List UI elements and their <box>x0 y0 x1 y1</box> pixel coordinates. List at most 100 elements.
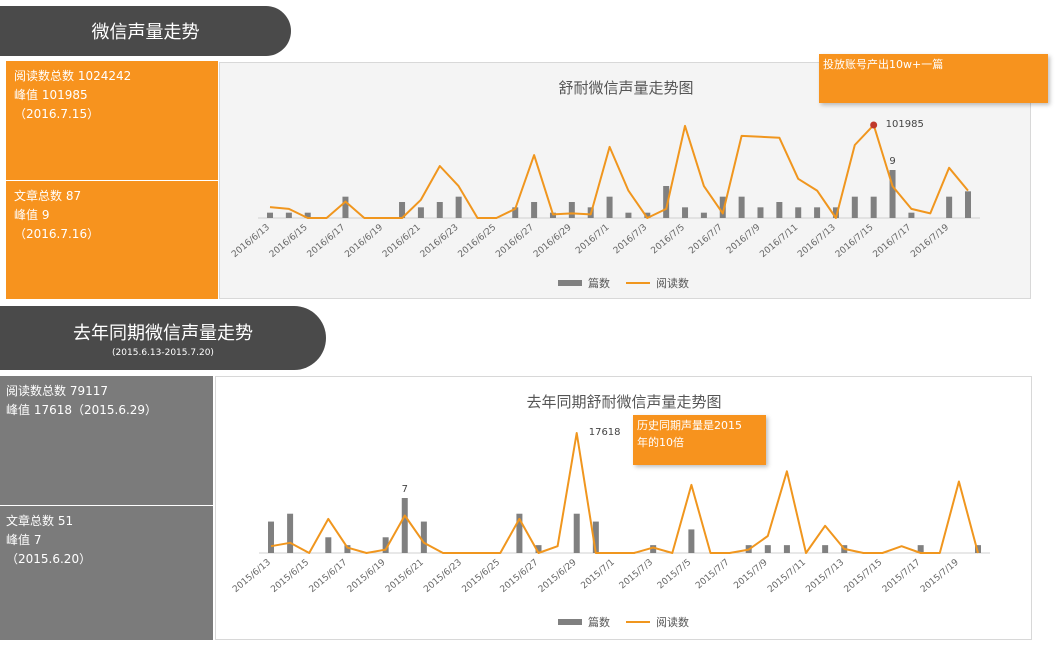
bar-2016/7/20 <box>965 191 971 218</box>
bar-2015/7/10 <box>783 545 790 553</box>
bar-2015/7/17 <box>917 545 924 553</box>
bar-2016/6/13 <box>267 212 273 218</box>
bar-2015/6/30 <box>592 521 599 553</box>
bar-2016/6/29 <box>568 202 575 218</box>
bar-2015/7/9 <box>764 545 771 553</box>
legend-line-label: 阅读数 <box>656 615 689 629</box>
tick-label-2016/6/23: 2016/6/23 <box>419 223 461 260</box>
tick-label-2016/7/17: 2016/7/17 <box>872 223 914 260</box>
data-label-9: 9 <box>889 156 895 167</box>
peak-marker <box>870 121 878 129</box>
tick-label-2015/7/19: 2015/7/19 <box>919 557 961 594</box>
read-peak-2015: 峰值 17618（2015.6.29） <box>6 403 158 417</box>
bar-2016/7/7 <box>719 196 726 218</box>
bar-2016/7/10 <box>776 202 783 218</box>
bar-2016/7/17 <box>908 212 915 218</box>
section2-read-stats: 阅读数总数 79117 峰值 17618（2015.6.29） <box>0 376 213 505</box>
chart2-svg: 去年同期舒耐微信声量走势图 2015/6/132015/6/152015/6/17… <box>231 393 990 629</box>
tick-label-2015/7/13: 2015/7/13 <box>804 558 846 595</box>
legend-bar-swatch <box>558 619 582 625</box>
bar-2015/7/3 <box>650 545 657 553</box>
section2-subtitle: (2015.6.13-2015.7.20) <box>112 347 214 358</box>
tick-label-2016/6/17: 2016/6/17 <box>306 223 348 260</box>
tick-label-2015/7/7: 2015/7/7 <box>694 558 731 592</box>
tick-label-2016/6/15: 2016/6/15 <box>268 223 310 260</box>
data-label-7: 7 <box>402 484 408 495</box>
tick-label-2016/7/11: 2016/7/11 <box>758 223 800 260</box>
bar-2015/6/20 <box>401 498 408 553</box>
bar-2015/6/29 <box>573 513 580 553</box>
tick-label-2016/7/5: 2016/7/5 <box>650 223 687 257</box>
bar-2015/7/20 <box>975 545 981 553</box>
tick-label-2016/6/29: 2016/6/29 <box>532 222 574 259</box>
bar-2016/6/27 <box>531 202 538 218</box>
tick-label-2015/6/29: 2015/6/29 <box>537 557 579 594</box>
bar-2016/7/14 <box>851 196 858 218</box>
tick-label-2015/6/27: 2015/6/27 <box>499 558 541 595</box>
bar-2016/7/8 <box>738 196 745 218</box>
legend-line-label: 阅读数 <box>656 276 689 290</box>
line-series-reads <box>270 432 979 554</box>
article-peak-date-2015: （2015.6.20） <box>6 552 92 566</box>
line-series-reads <box>269 124 969 219</box>
read-total-2015: 阅读数总数 79117 <box>6 384 108 398</box>
tick-label-2015/7/15: 2015/7/15 <box>843 558 885 595</box>
tick-label-2016/7/9: 2016/7/9 <box>725 222 763 256</box>
section1-article-stats: 文章总数 87 峰值 9 （2016.7.16） <box>6 181 218 299</box>
section2-callout-line1: 历史同期声量是2015 <box>637 419 742 432</box>
tick-label-2015/6/15: 2015/6/15 <box>269 558 311 595</box>
bar-2016/6/17 <box>342 196 349 218</box>
bar-2016/6/26 <box>512 207 519 218</box>
tick-label-2016/7/7: 2016/7/7 <box>687 223 724 257</box>
legend-bar-label: 篇数 <box>588 615 610 629</box>
tick-label-2016/7/13: 2016/7/13 <box>796 223 838 260</box>
chart-title: 去年同期舒耐微信声量走势图 <box>526 393 721 411</box>
bar-2016/6/22 <box>436 202 443 218</box>
legend-bar-label: 篇数 <box>588 276 610 290</box>
tick-label-2015/6/25: 2015/6/25 <box>460 558 502 595</box>
chart2-container: 去年同期舒耐微信声量走势图 2015/6/13 2015/6/15 2015/6/17… <box>215 376 1032 640</box>
tick-label-2016/6/25: 2016/6/25 <box>457 223 499 260</box>
tick-label-2016/7/19: 2016/7/19 <box>909 222 951 259</box>
bar-2016/6/15 <box>304 212 311 218</box>
chart1-svg: 舒耐微信声量走势图2016/6/132016/6/152016/6/172016… <box>230 79 980 290</box>
article-total: 文章总数 87 <box>14 189 82 203</box>
bar-2016/6/20 <box>399 202 406 218</box>
tick-label-2016/6/27: 2016/6/27 <box>494 223 536 260</box>
bar-2016/7/6 <box>700 212 707 218</box>
section2-title: 去年同期微信声量走势 <box>73 322 253 344</box>
section1-title-pill: 微信声量走势 <box>0 6 291 56</box>
tick-label-2015/7/11: 2015/7/11 <box>766 558 808 595</box>
tick-label-2015/7/3: 2015/7/3 <box>618 558 655 592</box>
bar-2016/7/3 <box>644 212 651 218</box>
bar-2016/6/14 <box>285 212 292 218</box>
article-peak-2015: 峰值 7 <box>6 533 42 547</box>
bar-2016/7/9 <box>757 207 764 218</box>
tick-label-2015/6/17: 2015/6/17 <box>308 558 350 595</box>
section2-article-stats: 文章总数 51 峰值 7 （2015.6.20） <box>0 506 213 640</box>
section1-title: 微信声量走势 <box>91 22 200 43</box>
tick-label-2016/6/13: 2016/6/13 <box>230 223 272 260</box>
tick-label-2016/6/19: 2016/6/19 <box>343 222 385 259</box>
tick-label-2016/7/1: 2016/7/1 <box>574 223 611 257</box>
tick-label-2015/6/13: 2015/6/13 <box>231 558 273 595</box>
article-total-2015: 文章总数 51 <box>6 514 74 528</box>
bar-2016/7/5 <box>682 207 689 218</box>
tick-label-2015/6/23: 2015/6/23 <box>422 558 464 595</box>
article-peak-date: （2016.7.16） <box>14 227 100 241</box>
bar-2016/7/16 <box>889 170 896 218</box>
bar-2015/6/17 <box>344 545 351 553</box>
tick-label-2016/7/15: 2016/7/15 <box>834 223 876 260</box>
bar-2015/6/21 <box>420 521 427 553</box>
tick-label-2015/7/9: 2015/7/9 <box>732 557 770 591</box>
data-label-17618: 17618 <box>589 427 621 438</box>
bar-2016/7/1 <box>606 196 613 218</box>
section1-read-stats: 阅读数总数 1024242 峰值 101985 （2016.7.15） <box>6 61 218 180</box>
tick-label-2015/6/21: 2015/6/21 <box>384 558 426 595</box>
bar-2015/6/27 <box>535 545 542 553</box>
bar-2015/6/14 <box>287 513 294 553</box>
data-label-101985: 101985 <box>886 119 924 130</box>
bar-2016/7/11 <box>795 207 802 218</box>
bar-2015/6/19 <box>382 537 389 553</box>
bar-2016/7/15 <box>870 196 877 218</box>
